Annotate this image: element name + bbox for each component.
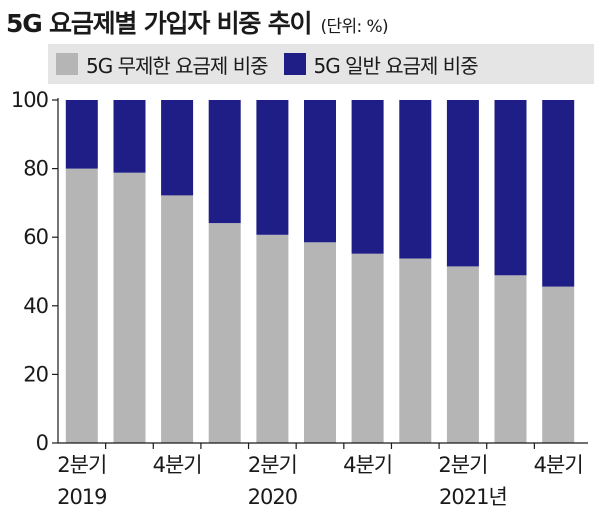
bar-general-0 (65, 100, 98, 169)
bar-general-9 (494, 100, 527, 276)
bar-general-10 (542, 100, 575, 287)
bar-unlimited-4 (256, 234, 289, 443)
bar-unlimited-10 (542, 286, 575, 443)
bar-general-2 (161, 100, 194, 196)
bar-unlimited-1 (113, 172, 146, 443)
bar-unlimited-6 (351, 253, 384, 443)
x-tick-label-2: 4분기 (153, 453, 202, 477)
year-label-1: 2020 (248, 485, 297, 509)
bar-unlimited-7 (399, 258, 432, 443)
legend-item-unlimited: 5G 무제한 요금제 비중 (56, 50, 268, 79)
legend-item-general: 5G 일반 요금제 비중 (283, 50, 479, 79)
y-tick-label-40: 40 (23, 294, 48, 318)
y-axis-ticks: 0 20 40 60 80 100 (11, 88, 588, 455)
bar-unlimited-5 (304, 242, 336, 443)
unit-label: (단위: %) (320, 17, 389, 37)
x-tick-label-0: 2분기 (57, 453, 106, 477)
year-label-0: 2019 (57, 485, 106, 509)
x-tick-label-6: 4분기 (343, 453, 392, 477)
bar-unlimited-2 (161, 195, 194, 443)
bar-unlimited-9 (494, 275, 527, 443)
x-tick-label-8: 2분기 (438, 453, 487, 477)
chart-title: 5G 요금제별 가입자 비중 추이 (6, 9, 313, 38)
legend-label-general: 5G 일반 요금제 비중 (313, 53, 479, 78)
chart-title-row: 5G 요금제별 가입자 비중 추이 (단위: %) (6, 4, 389, 40)
y-tick-label-60: 60 (23, 225, 48, 249)
bar-general-8 (446, 100, 479, 267)
bar-general-6 (351, 100, 384, 254)
plot-area (65, 100, 575, 443)
x-tick-label-4: 2분기 (248, 453, 297, 477)
bar-general-7 (399, 100, 432, 259)
bar-general-4 (256, 100, 289, 235)
bar-general-1 (113, 100, 146, 173)
legend: 5G 무제한 요금제 비중 5G 일반 요금제 비중 (48, 44, 594, 84)
bar-unlimited-8 (446, 266, 479, 443)
legend-swatch-unlimited (56, 53, 78, 75)
x-tick-label-10: 4분기 (534, 453, 583, 477)
y-tick-label-0: 0 (36, 431, 48, 455)
legend-label-unlimited: 5G 무제한 요금제 비중 (86, 53, 268, 78)
bar-general-3 (208, 100, 241, 224)
y-tick-label-100: 100 (11, 88, 48, 112)
bar-unlimited-0 (65, 168, 98, 443)
y-tick-label-20: 20 (23, 362, 48, 386)
bar-unlimited-3 (208, 223, 241, 443)
y-tick-label-80: 80 (23, 157, 48, 181)
year-label-2: 2021년 (439, 485, 507, 509)
legend-swatch-general (283, 53, 306, 75)
bar-general-5 (304, 100, 336, 243)
x-axis-labels: 2분기 4분기 2분기 4분기 2분기 4분기 2019 2020 2021년 (57, 443, 584, 509)
